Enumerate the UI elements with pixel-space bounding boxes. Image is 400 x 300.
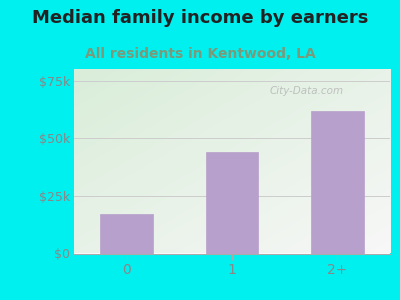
Text: All residents in Kentwood, LA: All residents in Kentwood, LA [85,46,315,61]
Bar [100,214,153,254]
Text: City-Data.com: City-Data.com [270,86,344,96]
Bar [206,152,258,254]
Text: Median family income by earners: Median family income by earners [32,9,368,27]
Bar [311,110,364,254]
